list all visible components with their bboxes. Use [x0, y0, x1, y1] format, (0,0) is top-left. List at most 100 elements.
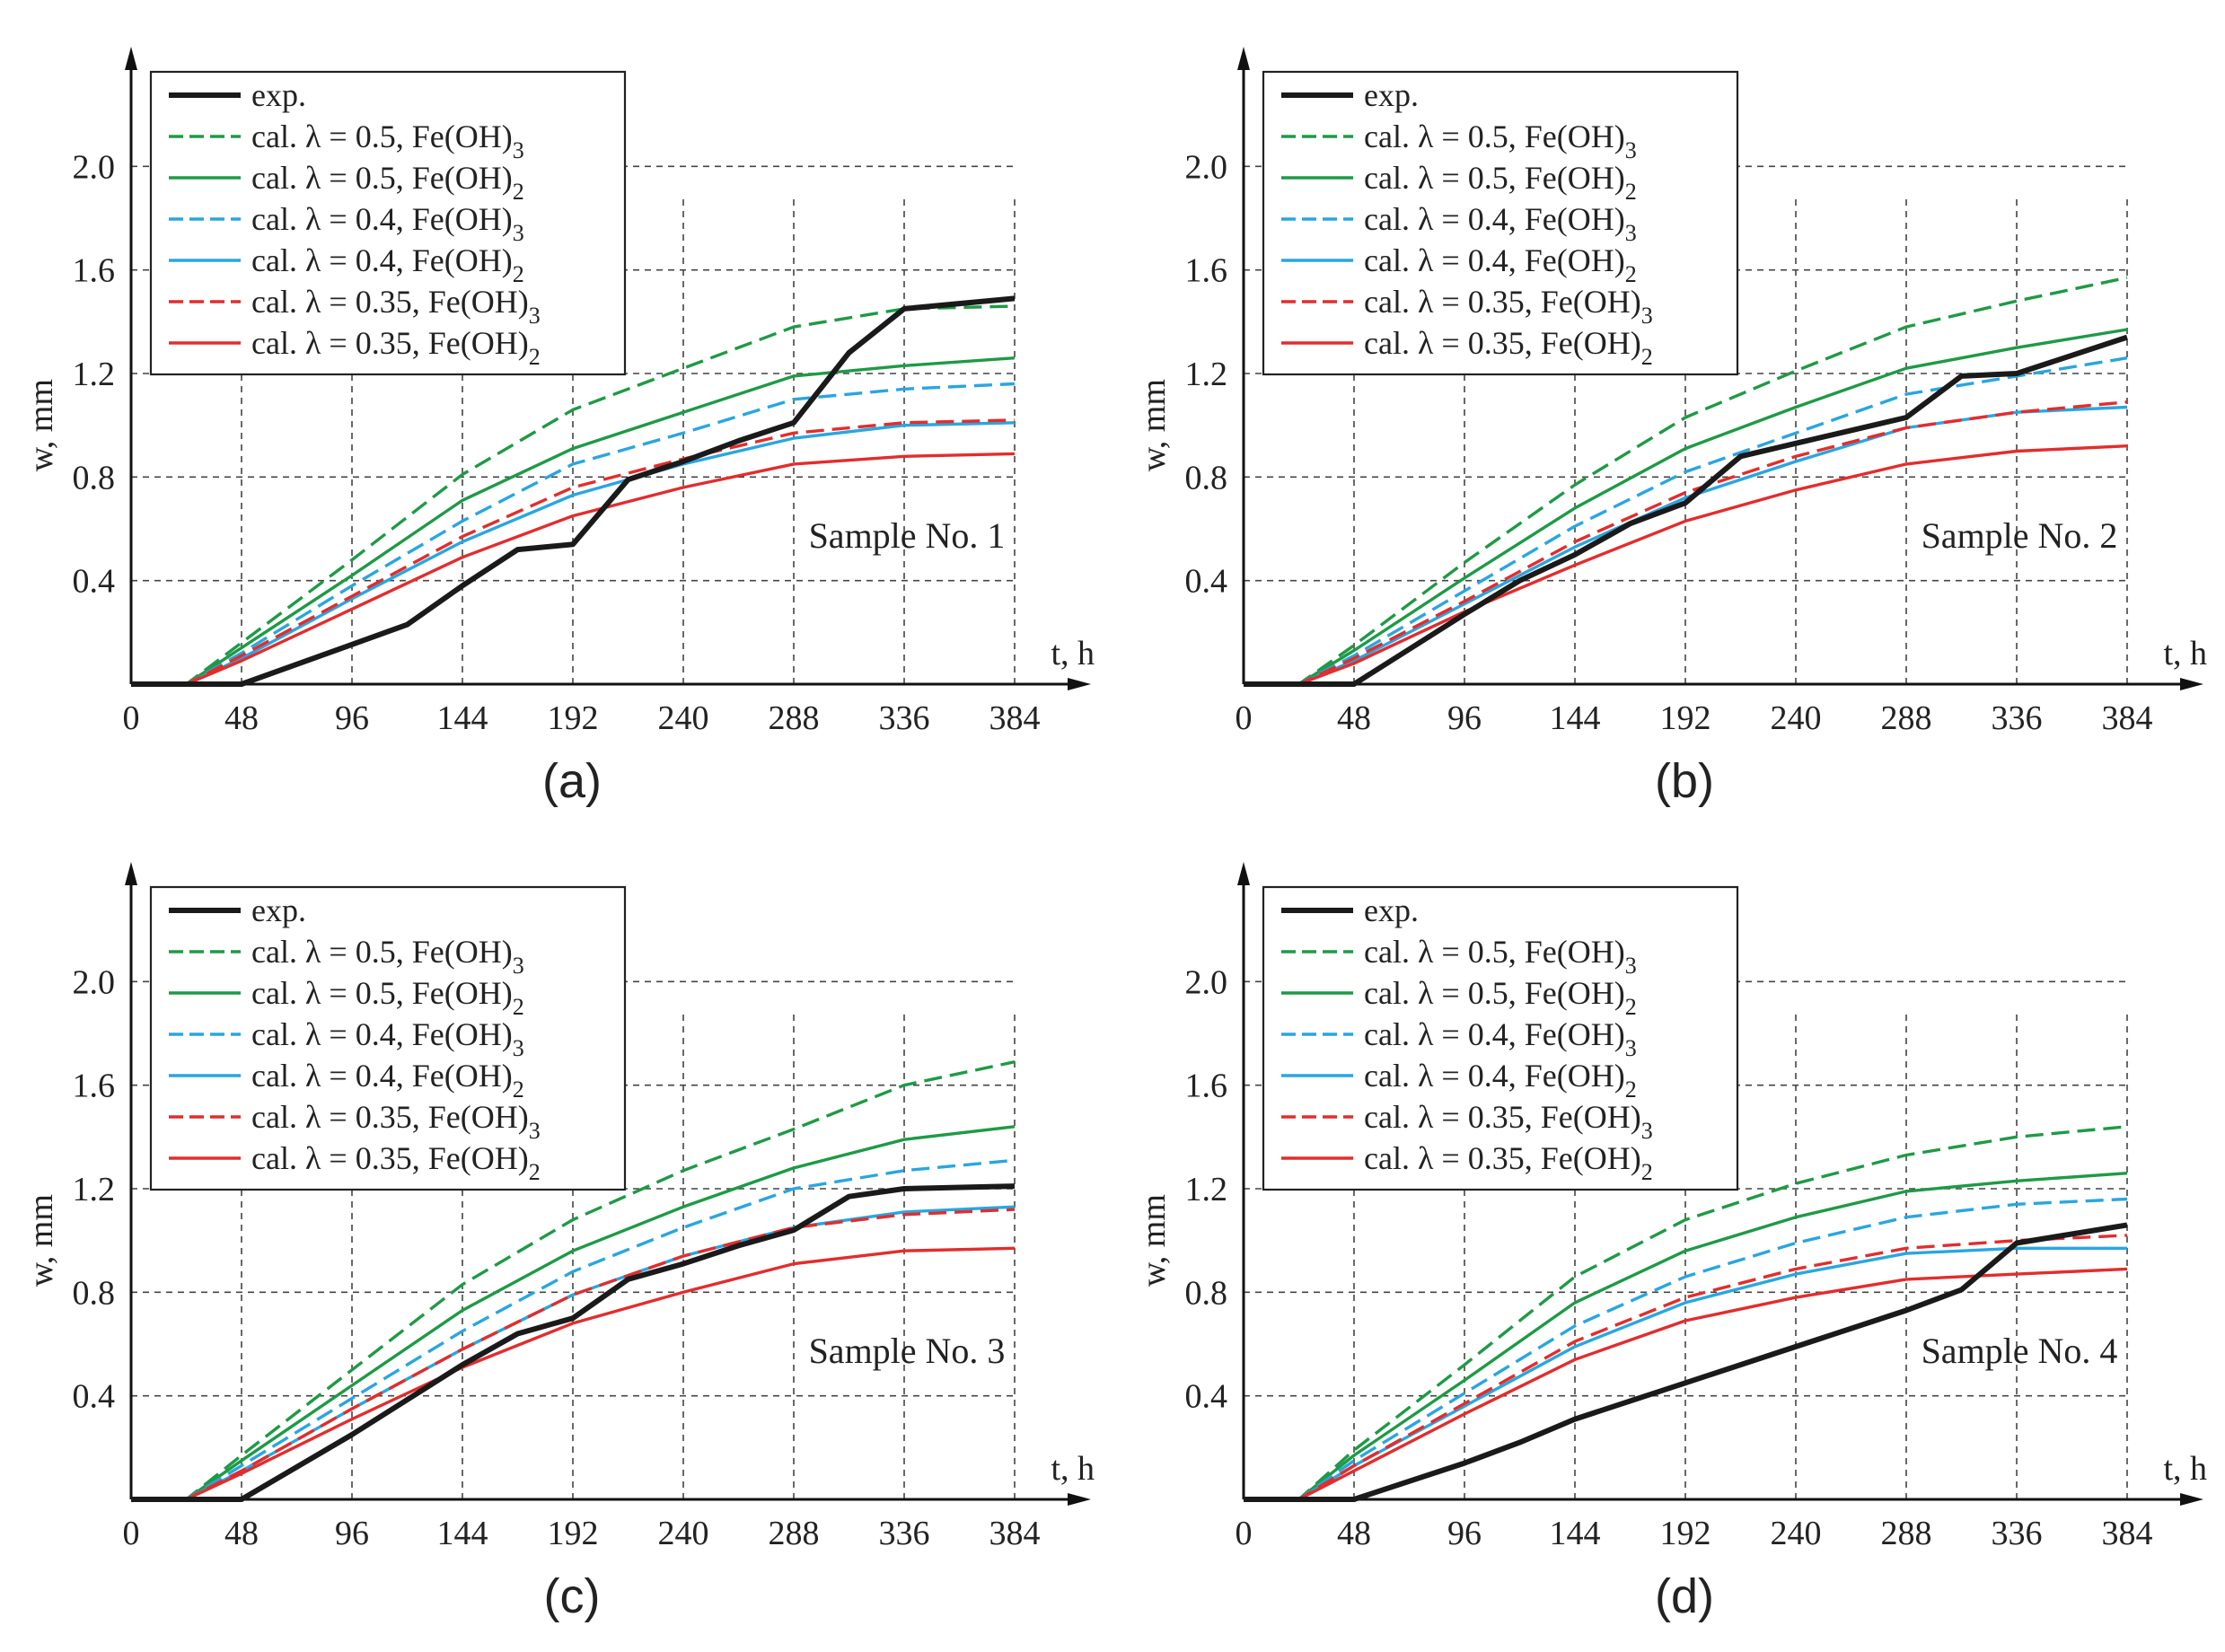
series-line-c035_3 [1244, 1234, 2128, 1501]
x-axis-arrow-icon [1068, 678, 1091, 690]
y-tick-label: 0.8 [1185, 1274, 1228, 1312]
legend-label-c05_3: cal. λ = 0.5, Fe(OH)3 [251, 119, 524, 163]
x-tick-label: 384 [2102, 1515, 2153, 1552]
x-tick-label: 336 [879, 699, 930, 737]
x-tick-label: 48 [224, 1515, 259, 1552]
series-lines [1244, 276, 2128, 687]
series-line-c05_3 [1244, 1125, 2128, 1501]
legend-label-c05_3: cal. λ = 0.5, Fe(OH)3 [1364, 934, 1637, 979]
legend-label-subscript: 3 [513, 1035, 524, 1061]
x-tick-label: 384 [989, 699, 1041, 737]
x-axis-arrow-icon [1068, 1493, 1091, 1506]
legend-label-text: cal. λ = 0.5, Fe(OH) [1364, 160, 1625, 196]
series-line-c04_3 [131, 1158, 1016, 1501]
legend-label-subscript: 2 [1641, 1159, 1653, 1185]
legend-label-text: cal. λ = 0.4, Fe(OH) [251, 1016, 513, 1052]
y-tick-label: 1.6 [1185, 1068, 1228, 1105]
series-line-c035_2 [1244, 444, 2128, 686]
y-tick-label: 2.0 [73, 148, 116, 186]
legend-label-text: cal. λ = 0.4, Fe(OH) [1364, 1058, 1625, 1094]
y-tick-label: 1.6 [73, 252, 116, 290]
y-tick-label: 1.2 [73, 1171, 116, 1208]
grid [131, 165, 1016, 684]
legend-label-subscript: 2 [529, 344, 541, 370]
legend-label-subscript: 3 [1641, 1118, 1653, 1144]
legend-label-text: cal. λ = 0.5, Fe(OH) [251, 119, 513, 154]
series-line-c05_2 [1244, 1172, 2128, 1501]
legend-label-text: cal. λ = 0.4, Fe(OH) [1364, 242, 1625, 278]
legend-label-subscript: 3 [1625, 1035, 1637, 1061]
x-tick-label: 96 [1447, 1515, 1482, 1552]
x-tick-label: 96 [335, 1515, 369, 1552]
legend-label-exp: exp. [1364, 77, 1419, 113]
legend-box [149, 70, 627, 376]
legend-label-text: cal. λ = 0.4, Fe(OH) [1364, 1016, 1625, 1052]
y-axis-label: w, mm [22, 1194, 60, 1287]
x-tick-label: 0 [1236, 1515, 1253, 1552]
x-tick-label: 288 [1881, 699, 1932, 737]
legend-label-c04_3: cal. λ = 0.4, Fe(OH)3 [1364, 201, 1637, 246]
series-line-c035_2 [1244, 1267, 2128, 1501]
legend-label-subscript: 3 [1641, 303, 1653, 329]
y-tick-label: 0.4 [73, 1378, 116, 1416]
legend-label-c04_2: cal. λ = 0.4, Fe(OH)2 [1364, 242, 1637, 287]
chart-panel: 0 48 96 144 192 240 288 336 384 0.4 0.8 1.2 1.6 2.0 t,… [1135, 862, 2207, 1623]
x-tick-label: 288 [769, 699, 820, 737]
legend-label-subscript: 3 [1625, 953, 1637, 979]
x-tick-label: 384 [989, 1515, 1041, 1552]
legend-label-c035_3: cal. λ = 0.35, Fe(OH)3 [251, 284, 541, 329]
legend-label-c05_2: cal. λ = 0.5, Fe(OH)2 [1364, 975, 1637, 1020]
y-tick-label: 0.8 [73, 1274, 116, 1312]
sample-annotation: Sample No. 1 [809, 515, 1006, 556]
legend-label-subscript: 3 [1625, 220, 1637, 246]
x-tick-label: 0 [1236, 699, 1253, 737]
legend-label-subscript: 2 [1625, 994, 1637, 1020]
x-tick-label: 144 [1550, 699, 1601, 737]
series-line-c04_3 [1244, 1197, 2128, 1501]
x-axis-label: t, h [2163, 1450, 2207, 1488]
legend-label-c04_3: cal. λ = 0.4, Fe(OH)3 [251, 201, 524, 246]
legend-label-subscript: 3 [513, 137, 524, 163]
legend-label-c05_2: cal. λ = 0.5, Fe(OH)2 [251, 975, 524, 1020]
grid [131, 980, 1016, 1499]
legend-label-text: cal. λ = 0.35, Fe(OH) [1364, 1099, 1641, 1135]
sample-annotation: Sample No. 2 [1922, 515, 2118, 556]
legend-label-subscript: 2 [529, 1159, 541, 1185]
legend-label-text: cal. λ = 0.35, Fe(OH) [1364, 284, 1641, 320]
y-tick-label: 1.6 [73, 1068, 116, 1105]
legend-label-subscript: 2 [1625, 1076, 1637, 1103]
legend-label-text: cal. λ = 0.5, Fe(OH) [1364, 975, 1625, 1011]
panel-caption: (c) [544, 1569, 601, 1623]
x-tick-label: 240 [658, 1515, 709, 1552]
legend-label-text: cal. λ = 0.35, Fe(OH) [1364, 325, 1641, 361]
x-tick-label: 384 [2102, 699, 2153, 737]
y-axis-label: w, mm [1135, 1194, 1173, 1287]
legend-label-c05_2: cal. λ = 0.5, Fe(OH)2 [251, 160, 524, 205]
grid [1244, 980, 2128, 1499]
axes [125, 47, 1091, 690]
legend-label-c035_2: cal. λ = 0.35, Fe(OH)2 [1364, 325, 1653, 370]
y-tick-label: 2.0 [73, 963, 116, 1001]
legend-label-exp: exp. [251, 892, 306, 928]
legend-box [1262, 70, 1739, 376]
x-tick-label: 0 [123, 1515, 140, 1552]
x-tick-label: 144 [437, 1515, 488, 1552]
x-tick-label: 192 [548, 699, 599, 737]
series-line-exp [1244, 1222, 2128, 1502]
legend-label-c05_2: cal. λ = 0.5, Fe(OH)2 [1364, 160, 1637, 205]
chart-panel: 0 48 96 144 192 240 288 336 384 0.4 0.8 1.2 1.6 2.0 t,… [22, 862, 1095, 1623]
panel-caption: (b) [1655, 754, 1714, 808]
legend-label-subscript: 2 [513, 994, 524, 1020]
y-tick-label: 0.4 [1185, 563, 1228, 601]
x-tick-label: 240 [658, 699, 709, 737]
y-tick-label: 2.0 [1185, 148, 1228, 186]
y-axis-label: w, mm [22, 379, 60, 471]
legend-label-c04_3: cal. λ = 0.4, Fe(OH)3 [251, 1016, 524, 1061]
x-tick-label: 288 [1881, 1515, 1932, 1552]
legend-label-c04_2: cal. λ = 0.4, Fe(OH)2 [251, 242, 524, 287]
x-tick-label: 0 [123, 699, 140, 737]
x-tick-label: 96 [335, 699, 369, 737]
series-line-c05_3 [131, 304, 1016, 686]
x-axis-label: t, h [1051, 635, 1095, 672]
x-tick-label: 96 [1447, 699, 1482, 737]
